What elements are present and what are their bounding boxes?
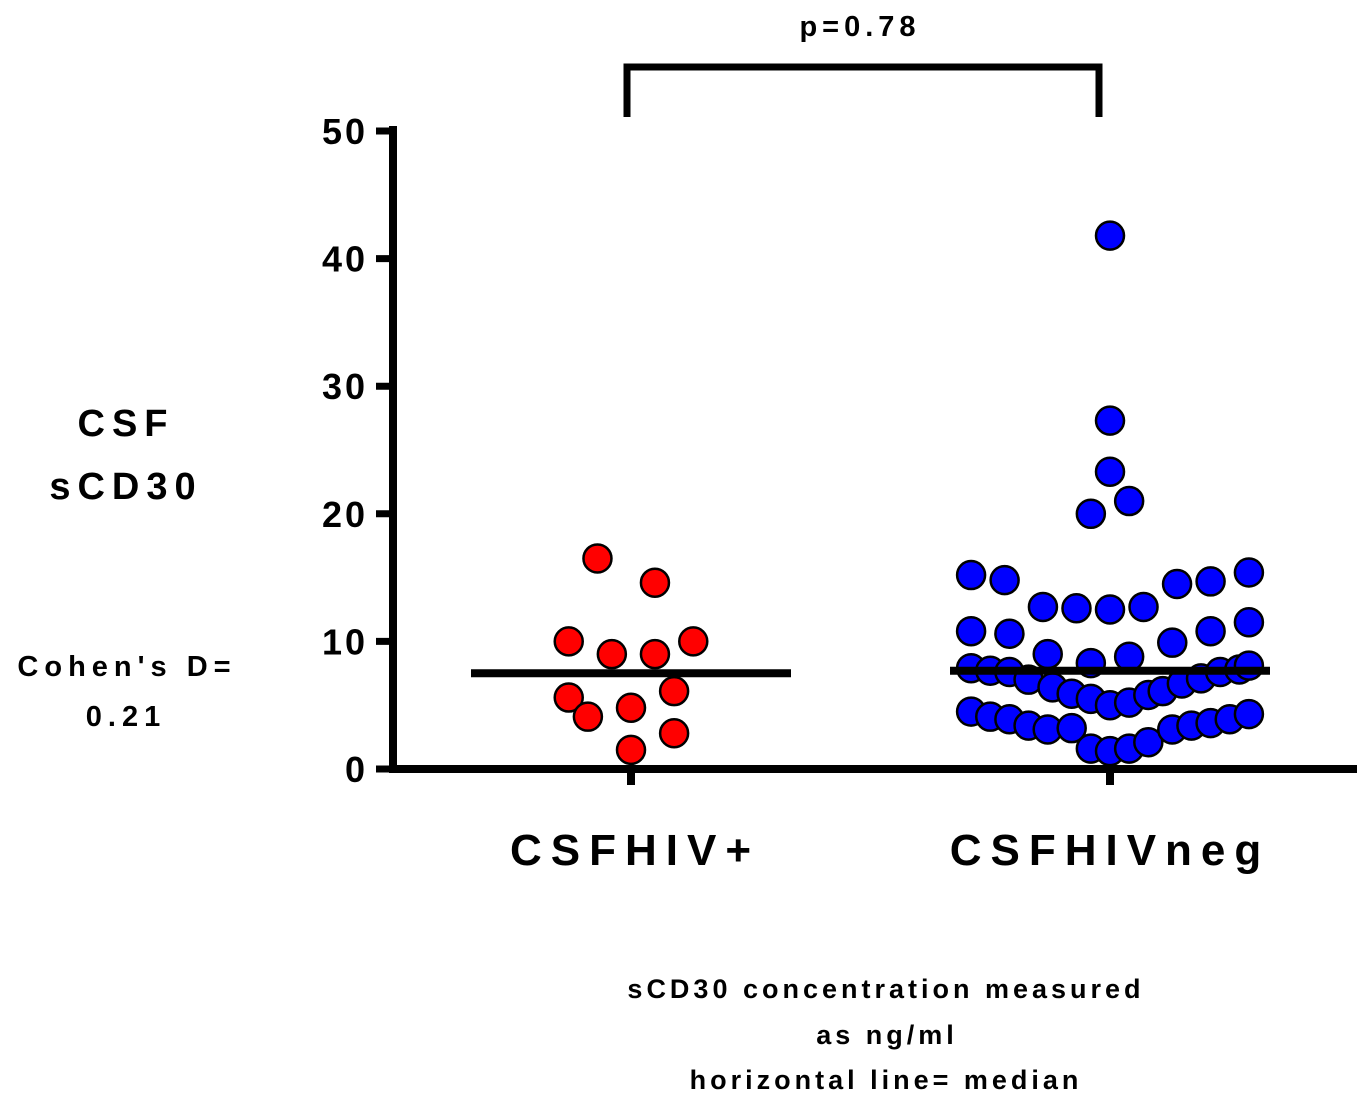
data-point <box>1094 594 1126 625</box>
data-point <box>1056 712 1087 744</box>
y-axis-label-line-2: sCD30 <box>49 466 202 508</box>
data-point <box>678 626 709 657</box>
data-point <box>1113 641 1145 672</box>
y-axis-ticks: 0 10 20 30 40 50 <box>322 111 393 790</box>
y-tick-label: 0 <box>345 749 368 790</box>
data-point <box>955 559 987 591</box>
data-point <box>572 701 604 732</box>
effect-size-value: 0.21 <box>86 701 166 733</box>
data-point <box>1113 485 1145 517</box>
data-point <box>1233 698 1265 730</box>
data-point <box>1161 568 1193 600</box>
data-point <box>596 638 628 670</box>
x-category-label-csfhiv-neg: CSFHIVneg <box>950 826 1271 875</box>
median-lines <box>471 666 1270 678</box>
data-points <box>553 220 1265 767</box>
data-point <box>989 564 1020 596</box>
y-tick-label: 10 <box>322 621 368 662</box>
data-point <box>1195 615 1226 647</box>
y-tick-label: 50 <box>322 111 368 152</box>
footnote-line-3: horizontal line= median <box>690 1065 1083 1095</box>
data-point <box>658 675 690 707</box>
data-point <box>955 615 987 647</box>
data-point <box>615 734 647 766</box>
data-point <box>553 682 584 713</box>
data-point <box>1032 638 1063 670</box>
data-point <box>1061 592 1092 624</box>
data-point <box>658 718 690 749</box>
x-category-label-csfhiv-pos: CSFHIV+ <box>510 826 760 875</box>
y-tick-label: 20 <box>322 494 368 535</box>
footnote-line-1: sCD30 concentration measured <box>627 974 1144 1004</box>
y-tick-label: 30 <box>322 366 368 407</box>
p-value-label: p=0.78 <box>799 11 920 43</box>
data-point <box>1128 591 1159 623</box>
significance-bracket <box>623 63 1103 117</box>
data-point <box>1133 726 1164 758</box>
data-point <box>639 638 671 670</box>
data-point <box>994 618 1025 649</box>
data-point <box>1195 566 1226 597</box>
y-axis-label-line-1: CSF <box>78 403 175 445</box>
data-point <box>1233 650 1265 681</box>
data-point <box>1233 557 1265 588</box>
effect-size-label: Cohen's D= <box>17 651 236 683</box>
footnote-line-2: as ng/ml <box>816 1020 958 1050</box>
data-point <box>639 567 671 598</box>
data-point <box>582 543 613 574</box>
data-point <box>1094 220 1126 251</box>
data-point <box>553 626 584 657</box>
data-point <box>1094 456 1126 487</box>
data-point <box>1233 607 1265 638</box>
data-point <box>1094 405 1126 436</box>
data-point <box>1027 591 1059 623</box>
data-point <box>615 692 647 724</box>
data-point <box>1157 627 1188 658</box>
data-point <box>1075 498 1107 530</box>
y-tick-label: 40 <box>322 239 368 280</box>
